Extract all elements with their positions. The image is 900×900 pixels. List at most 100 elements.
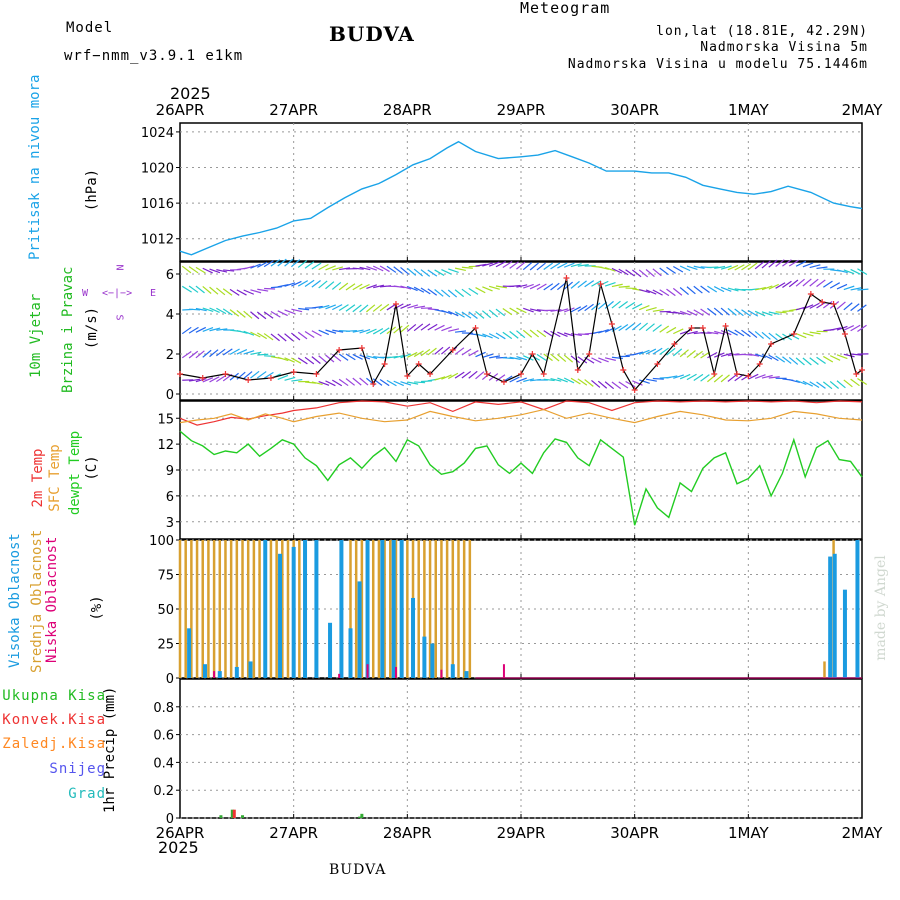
wind-arrow-icon (652, 289, 663, 296)
wind-arrow-icon (523, 307, 534, 313)
wind-arrow-icon (379, 327, 390, 335)
wind-arrow-icon (529, 308, 541, 312)
wind-arrow-icon (400, 353, 412, 359)
wind-arrow-icon (400, 381, 412, 386)
wind-arrow-icon (406, 323, 417, 332)
wind-arrow-icon (850, 303, 860, 312)
wind-arrow-icon (556, 282, 567, 291)
y-tick-label: 1016 (141, 197, 174, 212)
wind-arrow-icon (448, 268, 459, 274)
wind-arrow-icon (632, 351, 644, 356)
wind-arrow-icon (352, 353, 363, 360)
wind-arrow-icon (747, 262, 758, 270)
wind-arrow-icon (482, 262, 494, 267)
wind-arrow-icon (475, 263, 487, 267)
wind-arrow-icon (420, 287, 431, 295)
wind-arrow-icon (795, 278, 805, 287)
compass-icon: N W E S <−|−> (82, 262, 162, 324)
wind-arrow-icon (741, 309, 751, 317)
year-top: 2025 (170, 84, 211, 103)
wind-arrow-icon (598, 357, 609, 363)
wind-arrow-icon (693, 373, 704, 381)
wind-arrow-icon (645, 323, 655, 332)
y-tick-label: 3 (166, 516, 174, 531)
wind-arrow-icon (795, 333, 807, 339)
wind-arrow-icon (720, 286, 732, 292)
wind-arrow-icon (556, 353, 567, 362)
model-name: wrf−nmm_v3.9.1 e1km (64, 48, 244, 64)
y-tick-label: 1024 (141, 126, 174, 141)
y-tick-label: 4 (166, 308, 174, 323)
wind-arrow-icon (570, 377, 581, 385)
wind-marker (790, 331, 797, 337)
wind-marker (222, 371, 229, 377)
wind-arrow-icon (482, 286, 493, 292)
wind-arrow-icon (325, 265, 336, 271)
wind-arrow-icon (291, 357, 302, 364)
wind-arrow-icon (679, 310, 691, 316)
mid-cloud-bar (354, 540, 358, 678)
wind-arrow-icon (679, 287, 689, 296)
wind-arrow-icon (727, 307, 737, 316)
wind-arrow-icon (632, 269, 642, 278)
mid-cloud-bar (201, 540, 204, 678)
wind-arrow-icon (256, 332, 267, 340)
precip-total-bar (241, 815, 245, 818)
x-tick-label-top: 1MAY (728, 101, 770, 119)
wind-arrow-icon (829, 282, 841, 289)
low-cloud-bar (213, 671, 216, 678)
wind-arrow-icon (707, 307, 717, 316)
wind-marker (472, 325, 479, 331)
y-tick-label: 100 (149, 534, 174, 549)
wind-arrow-icon (550, 377, 562, 382)
wind-arrow-icon (297, 357, 308, 365)
high-cloud-bar (411, 597, 416, 678)
wind-arrow-icon (563, 354, 574, 363)
wind-arrow-icon (325, 380, 336, 387)
wind-arrow-icon (557, 377, 568, 383)
wind-arrow-icon (611, 300, 621, 309)
wind-arrow-icon (570, 280, 580, 289)
wind-arrow-icon (563, 307, 575, 313)
wind-arrow-icon (332, 266, 344, 271)
wind-arrow-icon (536, 329, 547, 338)
x-tick-label-top: 26APR (156, 101, 205, 119)
mid-cloud-bar (434, 540, 437, 678)
wind-arrow-icon (843, 285, 855, 291)
precip-total-bar (360, 813, 364, 818)
mid-cloud-bar (371, 540, 375, 678)
wind-arrow-icon (352, 329, 364, 333)
wind-arrow-icon (345, 353, 356, 361)
wind-arrow-icon (352, 267, 364, 270)
wind-arrow-icon (236, 330, 248, 334)
mid-cloud-bar (190, 540, 193, 678)
wind-arrow-icon (822, 381, 833, 390)
wind-marker (392, 301, 399, 307)
wind-arrow-icon (202, 349, 212, 358)
wind-arrow-icon (379, 265, 390, 273)
wind-arrow-icon (843, 325, 855, 331)
wind-arrow-icon (529, 329, 540, 338)
wind-arrow-icon (604, 266, 616, 272)
high-cloud-bar (380, 540, 385, 678)
wind-arrow-icon (741, 329, 751, 338)
wind-arrow-icon (482, 333, 493, 339)
wind-arrow-icon (475, 371, 485, 380)
wind-arrow-icon (181, 285, 192, 293)
wind-arrow-icon (809, 264, 821, 269)
precip-legend-frozen: Zaledj.Kisa (2, 736, 106, 752)
wind-arrow-icon (420, 269, 431, 277)
low-cloud-bar (502, 664, 505, 678)
wind-arrow-icon (277, 356, 289, 362)
wind-arrow-icon (775, 282, 786, 289)
wind-arrow-icon (284, 357, 295, 363)
wind-arrow-icon (195, 326, 207, 333)
precip-legend-total: Ukupna Kisa (2, 688, 106, 704)
wind-arrow-icon (489, 355, 501, 359)
mid-cloud-bar (246, 540, 250, 678)
wind-arrow-icon (216, 307, 227, 315)
wind-arrow-icon (720, 307, 730, 316)
wind-arrow-icon (836, 380, 846, 389)
wind-arrow-icon (215, 287, 226, 296)
wind-arrow-icon (645, 289, 657, 295)
